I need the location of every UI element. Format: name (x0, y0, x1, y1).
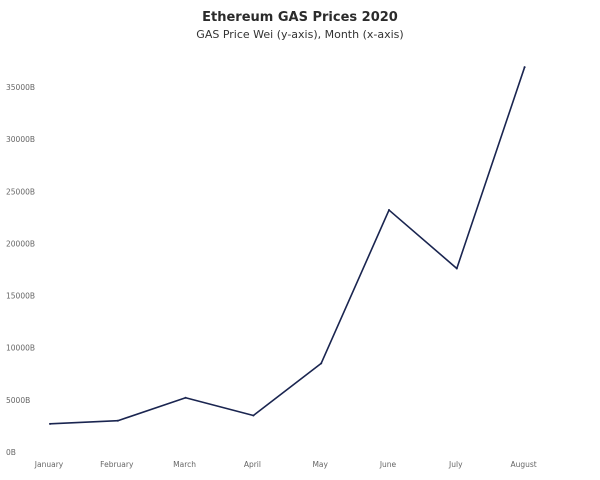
data-point (455, 267, 458, 270)
y-tick-label: 35000B (6, 83, 35, 92)
x-axis: January February March April May June July Augu… (34, 460, 537, 469)
data-point (116, 419, 119, 422)
x-tick-label: August (510, 460, 536, 469)
data-point (388, 209, 390, 212)
data-point (252, 414, 255, 417)
data-point (49, 422, 51, 425)
y-axis: 0B 5000B 10000B 15000B 20000B 25000B 30000B 350… (6, 83, 35, 457)
y-tick-label: 20000B (6, 239, 35, 248)
x-tick-label: June (379, 460, 397, 469)
y-tick-label: 0B (6, 448, 16, 457)
x-tick-label: May (312, 460, 328, 469)
x-tick-label: April (244, 460, 261, 469)
y-tick-label: 10000B (6, 344, 35, 353)
x-tick-label: March (173, 460, 196, 469)
x-tick-label: February (100, 460, 134, 469)
data-point (320, 362, 323, 365)
chart-title: Ethereum GAS Prices 2020 (202, 10, 398, 25)
y-tick-label: 30000B (6, 135, 35, 144)
chart-subtitle: GAS Price Wei (y-axis), Month (x-axis) (196, 28, 404, 41)
data-point (523, 66, 526, 69)
x-tick-label: January (34, 460, 64, 469)
x-tick-label: July (448, 460, 463, 469)
series-group (49, 66, 526, 425)
y-tick-label: 5000B (6, 396, 30, 405)
data-point (184, 396, 187, 399)
y-tick-label: 25000B (6, 187, 35, 196)
y-tick-label: 15000B (6, 292, 35, 301)
series-line (49, 66, 526, 425)
